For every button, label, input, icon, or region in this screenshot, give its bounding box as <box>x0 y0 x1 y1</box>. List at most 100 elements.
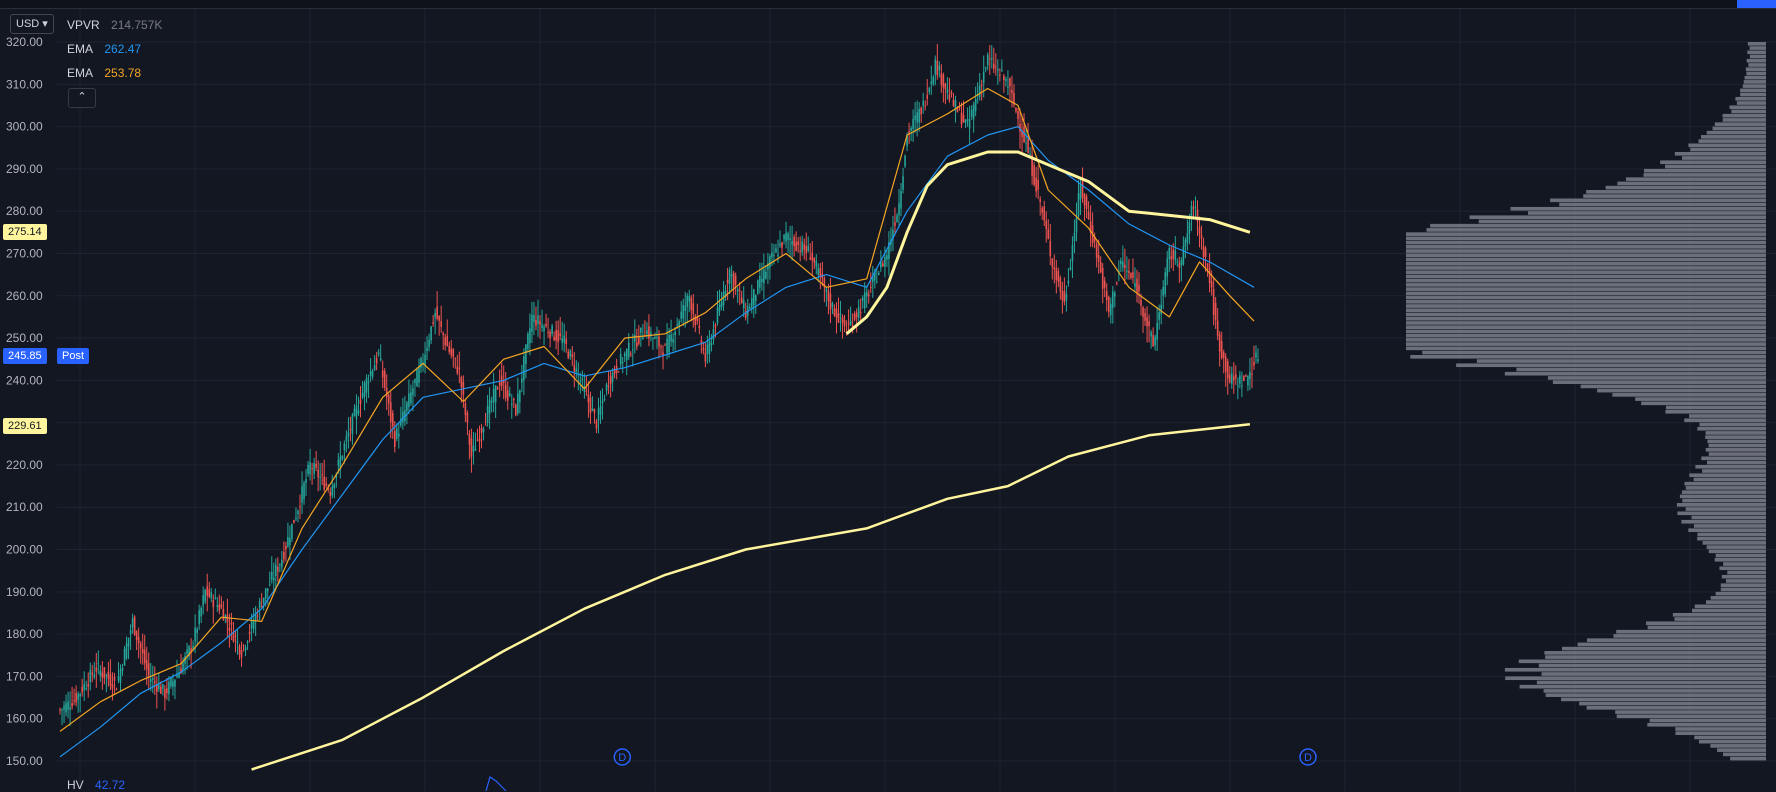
candle-body <box>168 681 170 695</box>
candle-body <box>829 293 832 310</box>
candle-body <box>601 400 604 404</box>
candle-body <box>272 577 275 581</box>
candle-body <box>571 354 574 358</box>
candle-body <box>331 486 334 496</box>
candle-body <box>517 393 519 414</box>
candle-body <box>1164 272 1167 295</box>
candle-body <box>83 684 86 690</box>
candle-body <box>357 410 360 414</box>
candle-body <box>591 408 594 411</box>
volume-profile-bar <box>1543 689 1766 693</box>
candle-body <box>1142 307 1144 317</box>
candle-body <box>795 241 797 251</box>
candle-body <box>353 408 356 416</box>
volume-profile-bar <box>1649 718 1766 723</box>
candle-body <box>944 83 947 90</box>
candle-body <box>855 312 858 318</box>
candle-body <box>599 406 602 415</box>
candle-body <box>684 305 687 311</box>
volume-profile-bar <box>1406 321 1766 325</box>
candle-body <box>688 295 691 302</box>
volume-profile-bar <box>1552 380 1766 384</box>
candle-body <box>454 357 457 359</box>
legend-hv[interactable]: HV 42.72 <box>67 778 125 792</box>
candle-body <box>313 463 315 474</box>
candle-body <box>1144 313 1146 321</box>
volume-profile-bar <box>1679 494 1766 499</box>
candle-body <box>827 291 830 302</box>
volume-profile-bar <box>1705 600 1766 604</box>
candle-body <box>863 292 866 309</box>
volume-profile-bar <box>1406 308 1766 313</box>
legend-name: VPVR <box>67 18 100 32</box>
candle-body <box>1051 258 1054 267</box>
candle-body <box>345 436 348 442</box>
candle-body <box>266 588 269 592</box>
candle-body <box>781 242 783 248</box>
volume-profile-bar <box>1748 63 1766 67</box>
candle-body <box>886 255 888 260</box>
candle-body <box>527 333 529 349</box>
candle-body <box>236 641 239 643</box>
candle-body <box>839 313 842 315</box>
candle-body <box>1220 341 1223 359</box>
candle-body <box>690 297 693 311</box>
legend-vpvr[interactable]: VPVR 214.757K <box>67 18 162 32</box>
dividend-marker[interactable] <box>613 748 632 766</box>
volume-profile-bar <box>1406 261 1766 266</box>
volume-profile-bar <box>1406 257 1766 262</box>
candle-body <box>621 362 624 364</box>
candle-body <box>952 99 955 106</box>
volume-profile-bar <box>1676 503 1766 507</box>
candle-body <box>1047 229 1050 239</box>
candle-body <box>1001 69 1003 71</box>
candle-body <box>496 387 499 390</box>
candle-body <box>178 672 180 678</box>
candle-body <box>418 366 420 383</box>
volume-profile-bar <box>1749 46 1766 50</box>
candle-body <box>210 592 213 599</box>
candle-body <box>611 372 614 382</box>
legend-ema-slow[interactable]: EMA 253.78 <box>67 66 141 80</box>
volume-profile-bar <box>1406 249 1766 253</box>
top-right-blue-tab[interactable] <box>1737 0 1776 8</box>
candle-body <box>396 428 398 439</box>
candle-body <box>775 248 777 253</box>
volume-profile-bar <box>1406 291 1766 296</box>
volume-profile-bar <box>1743 80 1766 84</box>
candle-body <box>765 271 767 279</box>
y-axis-tick-label: 200.00 <box>6 543 43 557</box>
candle-body <box>373 364 376 371</box>
collapse-legend-button[interactable]: ⌃ <box>68 88 96 108</box>
candle-body <box>1251 373 1253 375</box>
candle-body <box>545 323 547 327</box>
candle-body <box>141 648 144 654</box>
candle-body <box>986 54 989 66</box>
dividend-marker[interactable] <box>1299 748 1317 766</box>
candle-body <box>1126 270 1128 272</box>
candle-body <box>97 663 100 665</box>
candle-body <box>450 348 453 356</box>
candle-body <box>525 344 527 364</box>
candle-body <box>805 245 808 253</box>
candle-body <box>478 438 481 442</box>
candle-body <box>99 670 102 676</box>
candle-body <box>510 403 513 406</box>
candle-body <box>755 295 757 301</box>
candle-body <box>1039 199 1041 202</box>
candle-body <box>103 667 106 679</box>
candle-body <box>636 342 638 347</box>
candle-body <box>674 331 676 336</box>
volume-profile-bar <box>1715 553 1766 558</box>
candle-body <box>309 462 311 475</box>
volume-profile-bar <box>1689 473 1766 478</box>
currency-selector[interactable]: USD ▾ <box>10 14 54 34</box>
candle-body <box>420 358 422 368</box>
volume-profile-bar <box>1406 342 1766 346</box>
candle-body <box>650 332 652 337</box>
candle-body <box>940 73 943 85</box>
legend-ema-fast[interactable]: EMA 262.47 <box>67 42 141 56</box>
candle-body <box>466 412 469 423</box>
